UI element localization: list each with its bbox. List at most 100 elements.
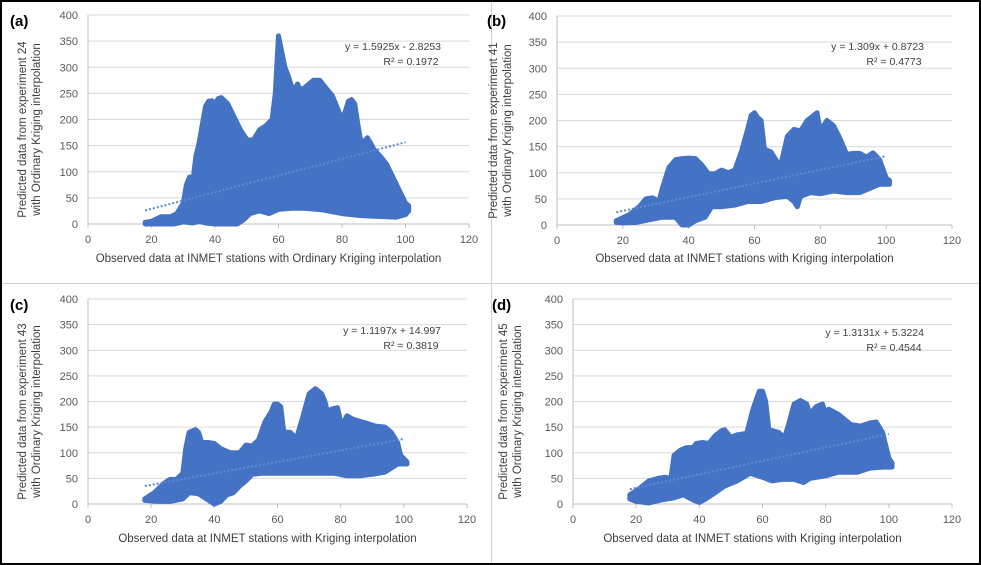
y-axis-label-line2: with Ordinary Kriging interpolation <box>31 325 43 499</box>
scatter-cloud <box>142 33 412 227</box>
x-tick-label: 60 <box>748 235 760 247</box>
y-tick-label: 400 <box>529 11 547 23</box>
trendline-equation: y = 1.5925x - 2.8253 <box>345 41 441 53</box>
x-tick-label: 40 <box>683 235 695 247</box>
y-tick-label: 350 <box>60 320 78 332</box>
y-tick-label: 300 <box>60 62 78 74</box>
x-tick-label: 120 <box>943 514 961 526</box>
y-tick-label: 150 <box>545 422 563 434</box>
y-tick-label: 200 <box>529 116 547 128</box>
x-tick-label: 20 <box>617 235 629 247</box>
x-tick-label: 0 <box>85 234 91 246</box>
x-tick-label: 80 <box>335 514 347 526</box>
x-tick-label: 100 <box>880 514 898 526</box>
y-tick-label: 300 <box>529 63 547 75</box>
y-axis-label-line1: Predicted data from experiment 43 <box>17 323 29 499</box>
x-tick-label: 60 <box>271 514 283 526</box>
x-tick-label: 40 <box>208 514 220 526</box>
scatter-cloud <box>142 386 410 507</box>
trendline-r-squared: R² = 0.4544 <box>866 342 921 354</box>
x-tick-label: 20 <box>145 234 157 246</box>
chart-panel-c: 0 50 100 150 200 250 300 350 400 0 20 40 60 80 100 120 y… <box>10 294 476 545</box>
scatter-cloud <box>613 110 892 228</box>
y-tick-label: 50 <box>66 193 78 205</box>
trendline <box>144 141 406 212</box>
trendline <box>616 155 887 214</box>
y-tick-label: 250 <box>529 89 547 101</box>
x-tick-label: 80 <box>336 234 348 246</box>
y-tick-label: 0 <box>72 219 78 231</box>
y-axis-label-line2: with Ordinary Kriging interpolation <box>512 325 524 499</box>
y-tick-label: 100 <box>60 167 78 179</box>
y-tick-label: 350 <box>529 37 547 49</box>
y-tick-label: 0 <box>72 499 78 511</box>
y-tick-label: 0 <box>557 499 563 511</box>
x-tick-label: 120 <box>458 514 476 526</box>
y-axis-label-line1: Predicted data from experiment 45 <box>498 323 510 499</box>
x-tick-label: 60 <box>272 234 284 246</box>
y-tick-label: 200 <box>60 115 78 127</box>
chart-panel-a: 0 50 100 150 200 250 300 350 400 0 20 40 60 80 100 120 y… <box>10 10 478 265</box>
x-axis-label: Observed data at INMET stations with Kri… <box>118 533 416 545</box>
trendline <box>629 432 890 491</box>
trendline-r-squared: R² = 0.1972 <box>383 56 438 68</box>
y-axis-label-line1: Predicted data from experiment 24 <box>17 41 29 218</box>
panel-label: (b) <box>487 13 506 30</box>
y-tick-label: 300 <box>60 345 78 357</box>
y-tick-label: 50 <box>551 473 563 485</box>
x-tick-label: 120 <box>943 235 961 247</box>
panel-label: (a) <box>10 13 28 30</box>
chart-panel-b: 0 50 100 150 200 250 300 350 400 0 20 40 60 80 100 120 y… <box>487 11 961 265</box>
horizontal-divider <box>2 283 979 284</box>
y-tick-label: 350 <box>545 320 563 332</box>
x-tick-label: 120 <box>460 234 478 246</box>
x-tick-label: 20 <box>145 514 157 526</box>
y-tick-label: 400 <box>545 294 563 306</box>
vertical-divider <box>491 2 492 563</box>
y-tick-label: 150 <box>60 422 78 434</box>
trendline-r-squared: R² = 0.4773 <box>866 56 921 68</box>
x-tick-label: 40 <box>209 234 221 246</box>
y-tick-label: 100 <box>545 448 563 460</box>
y-tick-label: 200 <box>60 397 78 409</box>
x-tick-label: 0 <box>570 514 576 526</box>
trendline-r-squared: R² = 0.3819 <box>383 340 438 352</box>
trendline-equation: y = 1.309x + 0.8723 <box>831 41 924 53</box>
chart-panel-d: 0 50 100 150 200 250 300 350 400 0 20 40 60 80 100 120 y… <box>492 294 961 545</box>
x-axis-label: Observed data at INMET stations with Kri… <box>603 533 901 545</box>
panel-label: (c) <box>10 297 28 314</box>
x-axis-label: Observed data at INMET stations with Kri… <box>595 253 893 265</box>
y-tick-label: 300 <box>545 345 563 357</box>
x-tick-label: 80 <box>814 235 826 247</box>
x-tick-label: 40 <box>693 514 705 526</box>
x-tick-label: 0 <box>554 235 560 247</box>
y-tick-label: 250 <box>60 371 78 383</box>
y-tick-label: 100 <box>60 448 78 460</box>
x-tick-label: 100 <box>395 514 413 526</box>
y-tick-label: 0 <box>541 220 547 232</box>
y-tick-label: 200 <box>545 397 563 409</box>
y-tick-label: 400 <box>60 294 78 306</box>
y-tick-label: 250 <box>545 371 563 383</box>
y-tick-label: 100 <box>529 168 547 180</box>
y-tick-label: 250 <box>60 88 78 100</box>
y-tick-label: 350 <box>60 36 78 48</box>
y-tick-label: 150 <box>60 141 78 153</box>
y-axis-label-line2: with Ordinary Kriging interpolation <box>31 43 43 217</box>
y-tick-label: 150 <box>529 142 547 154</box>
panel-label: (d) <box>492 297 511 314</box>
y-tick-label: 50 <box>66 473 78 485</box>
y-tick-label: 50 <box>535 194 547 206</box>
trendline-equation: y = 1.3131x + 5.3224 <box>825 327 924 339</box>
y-axis-label-line2: with Ordinary Kriging interpolation <box>502 44 514 218</box>
x-tick-label: 60 <box>756 514 768 526</box>
x-tick-label: 100 <box>877 235 895 247</box>
y-tick-label: 400 <box>60 10 78 22</box>
x-tick-label: 80 <box>820 514 832 526</box>
x-tick-label: 0 <box>85 514 91 526</box>
x-tick-label: 100 <box>396 234 414 246</box>
x-axis-label: Observed data at INMET stations with Ord… <box>96 253 442 265</box>
trendline-equation: y = 1.1197x + 14.997 <box>343 325 441 337</box>
y-axis-label-line1: Predicted data from experiment 41 <box>488 42 500 218</box>
x-tick-label: 20 <box>630 514 642 526</box>
